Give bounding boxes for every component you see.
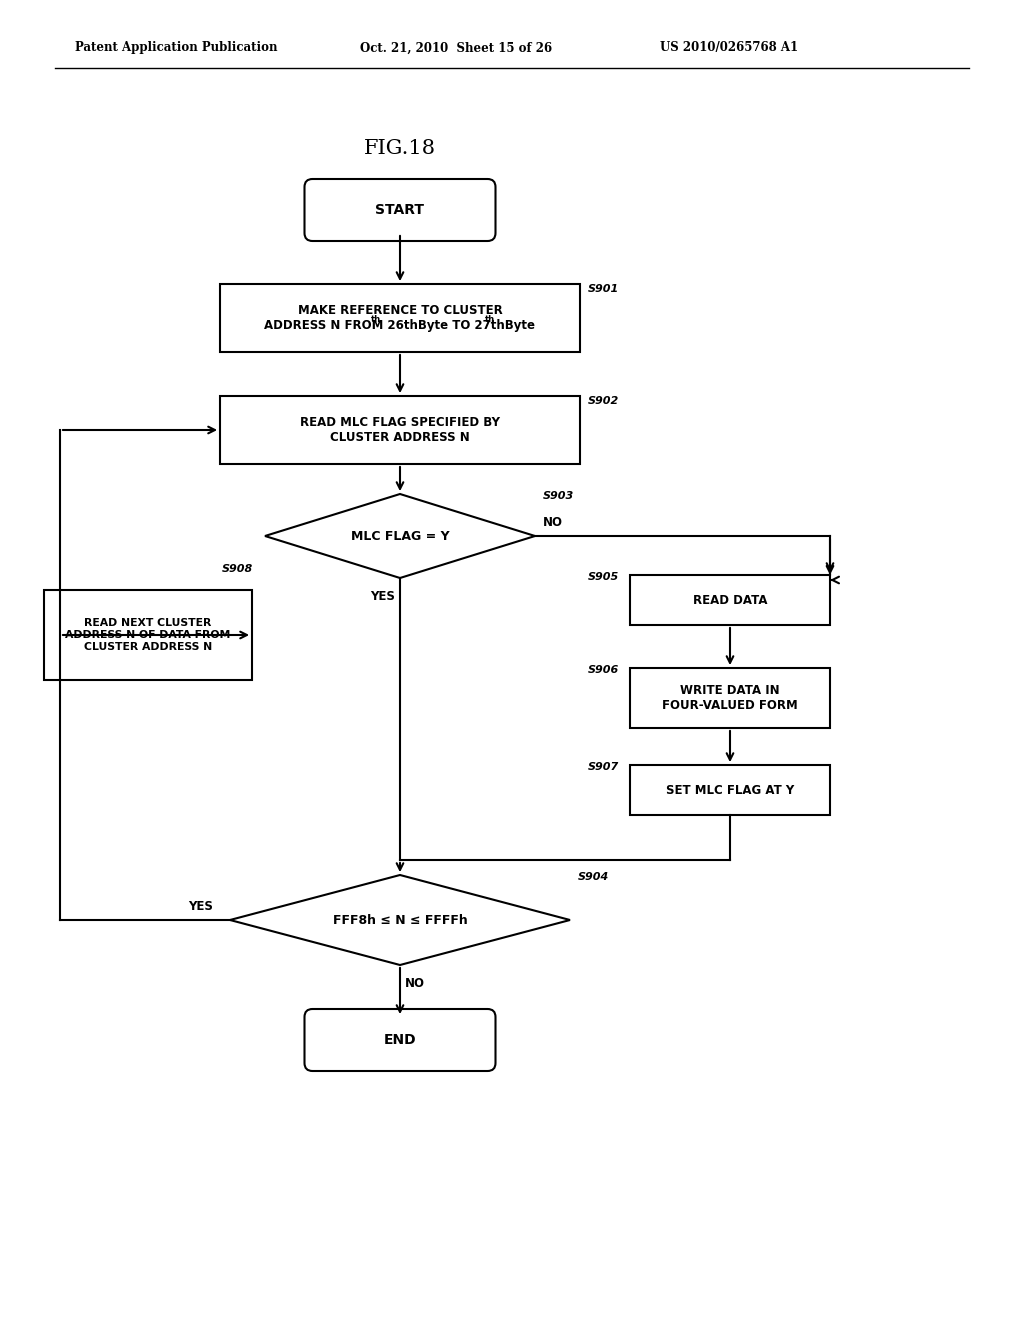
Text: S905: S905 <box>588 572 620 582</box>
Text: NO: NO <box>406 977 425 990</box>
Text: READ MLC FLAG SPECIFIED BY
CLUSTER ADDRESS N: READ MLC FLAG SPECIFIED BY CLUSTER ADDRE… <box>300 416 500 444</box>
Text: S906: S906 <box>588 665 620 675</box>
Bar <box>220 396 580 465</box>
Polygon shape <box>265 494 535 578</box>
Text: END: END <box>384 1034 417 1047</box>
Text: US 2010/0265768 A1: US 2010/0265768 A1 <box>660 41 798 54</box>
Text: MLC FLAG = Y: MLC FLAG = Y <box>350 529 450 543</box>
Text: S901: S901 <box>588 284 620 294</box>
Polygon shape <box>230 875 570 965</box>
Text: READ NEXT CLUSTER
ADDRESS N OF DATA FROM
CLUSTER ADDRESS N: READ NEXT CLUSTER ADDRESS N OF DATA FROM… <box>66 618 230 652</box>
Text: YES: YES <box>188 900 213 913</box>
Text: th: th <box>371 315 381 325</box>
Text: WRITE DATA IN
FOUR-VALUED FORM: WRITE DATA IN FOUR-VALUED FORM <box>663 684 798 711</box>
Text: th: th <box>485 315 496 325</box>
Text: YES: YES <box>370 590 395 603</box>
Text: READ DATA: READ DATA <box>693 594 767 606</box>
Text: S908: S908 <box>222 564 253 574</box>
Bar <box>630 766 830 814</box>
Bar <box>44 590 252 680</box>
Text: S903: S903 <box>543 491 574 502</box>
Text: MAKE REFERENCE TO CLUSTER
ADDRESS N FROM 26thByte TO 27thByte: MAKE REFERENCE TO CLUSTER ADDRESS N FROM… <box>264 304 536 333</box>
Text: S904: S904 <box>578 873 609 882</box>
Text: S902: S902 <box>588 396 620 407</box>
Text: Patent Application Publication: Patent Application Publication <box>75 41 278 54</box>
Bar <box>220 284 580 352</box>
Text: SET MLC FLAG AT Y: SET MLC FLAG AT Y <box>666 784 795 796</box>
Text: START: START <box>376 203 425 216</box>
Text: S907: S907 <box>588 762 620 772</box>
Text: FIG.18: FIG.18 <box>364 139 436 157</box>
Text: Oct. 21, 2010  Sheet 15 of 26: Oct. 21, 2010 Sheet 15 of 26 <box>360 41 552 54</box>
FancyBboxPatch shape <box>304 1008 496 1071</box>
Bar <box>630 668 830 729</box>
Text: NO: NO <box>543 516 563 529</box>
Bar <box>630 576 830 624</box>
FancyBboxPatch shape <box>304 180 496 242</box>
Text: FFF8h ≤ N ≤ FFFFh: FFF8h ≤ N ≤ FFFFh <box>333 913 467 927</box>
